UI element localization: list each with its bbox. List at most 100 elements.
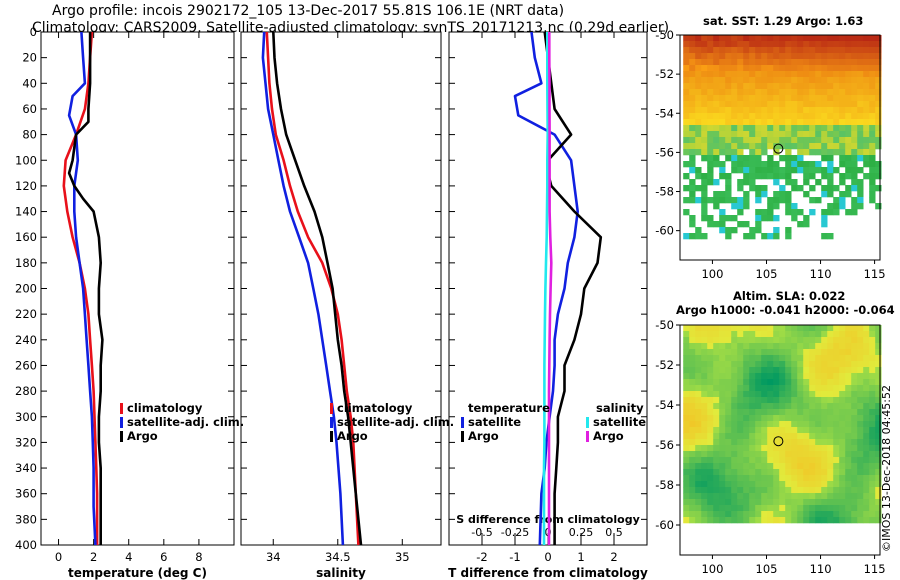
map-cell: [719, 149, 726, 156]
map-cell: [797, 505, 804, 512]
map-cell: [863, 391, 870, 398]
map-cell: [869, 83, 876, 90]
map-cell: [713, 131, 720, 138]
map-cell: [839, 439, 846, 446]
map-cell: [737, 221, 744, 228]
map-cell: [833, 511, 840, 518]
map-cell: [767, 451, 774, 458]
map-cell: [743, 131, 750, 138]
map-cell: [737, 125, 744, 132]
map-cell: [701, 433, 708, 440]
map-cell: [683, 505, 690, 512]
map-cell: [821, 215, 828, 222]
map-cell: [845, 469, 852, 476]
map-cell: [683, 439, 690, 446]
sla_map-xtick-label: 100: [701, 562, 723, 576]
map-cell: [827, 203, 834, 210]
map-cell: [767, 95, 774, 102]
map-cell: [761, 53, 768, 60]
map-cell: [725, 367, 732, 374]
map-cell: [755, 173, 762, 180]
map-cell: [719, 349, 726, 356]
map-cell: [767, 511, 774, 518]
map-cell: [701, 463, 708, 470]
map-cell: [857, 361, 864, 368]
map-cell: [755, 343, 762, 350]
map-cell: [833, 113, 840, 120]
map-cell: [833, 379, 840, 386]
map-cell: [845, 41, 852, 48]
map-cell: [785, 203, 792, 210]
map-cell: [689, 107, 696, 114]
map-cell: [839, 445, 846, 452]
map-cell: [863, 385, 870, 392]
map-cell: [683, 185, 690, 192]
map-cell: [701, 101, 708, 108]
map-cell: [695, 149, 702, 156]
map-cell: [827, 125, 834, 132]
map-cell: [857, 167, 864, 174]
map-cell: [707, 505, 714, 512]
map-cell: [767, 197, 774, 204]
map-cell: [749, 397, 756, 404]
map-cell: [695, 493, 702, 500]
map-cell: [875, 433, 882, 440]
map-cell: [689, 233, 696, 240]
map-cell: [833, 107, 840, 114]
map-cell: [827, 47, 834, 54]
map-cell: [707, 131, 714, 138]
map-cell: [731, 107, 738, 114]
map-cell: [839, 203, 846, 210]
map-cell: [761, 469, 768, 476]
map-cell: [683, 143, 690, 150]
map-cell: [731, 415, 738, 422]
map-cell: [827, 385, 834, 392]
map-cell: [857, 511, 864, 518]
map-cell: [707, 101, 714, 108]
map-cell: [689, 179, 696, 186]
map-cell: [767, 403, 774, 410]
map-cell: [749, 463, 756, 470]
map-cell: [707, 433, 714, 440]
map-cell: [845, 59, 852, 66]
map-cell: [767, 209, 774, 216]
map-cell: [737, 343, 744, 350]
map-cell: [767, 107, 774, 114]
map-cell: [833, 197, 840, 204]
map-cell: [845, 475, 852, 482]
map-cell: [713, 415, 720, 422]
map-cell: [749, 83, 756, 90]
map-cell: [857, 83, 864, 90]
map-cell: [725, 343, 732, 350]
map-cell: [761, 337, 768, 344]
map-cell: [683, 343, 690, 350]
map-cell: [761, 143, 768, 150]
map-cell: [683, 41, 690, 48]
map-cell: [863, 397, 870, 404]
map-cell: [731, 113, 738, 120]
map-cell: [689, 161, 696, 168]
map-cell: [761, 137, 768, 144]
map-cell: [785, 505, 792, 512]
map-cell: [821, 499, 828, 506]
map-cell: [875, 107, 882, 114]
map-cell: [743, 95, 750, 102]
map-cell: [743, 343, 750, 350]
map-cell: [875, 367, 882, 374]
map-cell: [797, 373, 804, 380]
map-cell: [701, 119, 708, 126]
map-cell: [707, 367, 714, 374]
map-cell: [731, 355, 738, 362]
map-cell: [761, 185, 768, 192]
map-cell: [779, 451, 786, 458]
map-cell: [743, 457, 750, 464]
map-cell: [725, 439, 732, 446]
map-cell: [821, 463, 828, 470]
map-cell: [737, 457, 744, 464]
map-cell: [701, 107, 708, 114]
map-cell: [761, 475, 768, 482]
map-cell: [875, 161, 882, 168]
map-cell: [695, 433, 702, 440]
map-cell: [785, 209, 792, 216]
map-cell: [803, 89, 810, 96]
